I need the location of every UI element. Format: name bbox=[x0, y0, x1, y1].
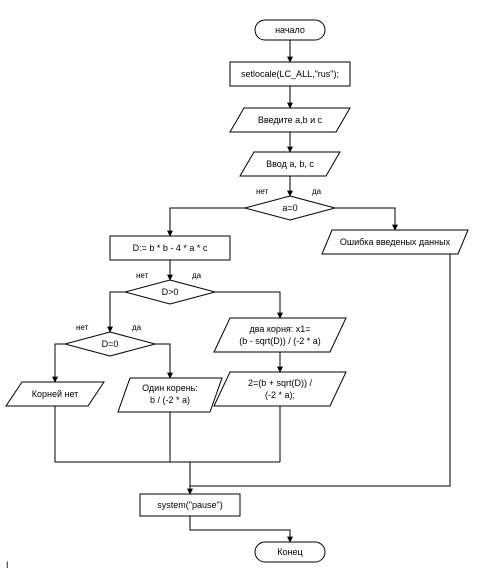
tworoots-l2: (b - sqrt(D)) / (-2 * a) bbox=[239, 336, 321, 346]
dec-a0-label: a=0 bbox=[282, 203, 297, 213]
edge-pause-end bbox=[190, 516, 290, 542]
node-tworoots: два корня: x1= (b - sqrt(D)) / (-2 * a) bbox=[214, 318, 346, 352]
setlocale-label: setlocale(LC_ALL,"rus"); bbox=[241, 69, 339, 79]
node-pause: system("pause") bbox=[140, 494, 240, 516]
dec-Dgt0-no: нет bbox=[136, 271, 149, 280]
node-calcD: D:= b * b - 4 * a * c bbox=[110, 236, 230, 260]
dec-a0-no: нет bbox=[256, 187, 269, 196]
edge-error-join bbox=[235, 254, 450, 486]
oneroot-l2: b / (-2 * a) bbox=[150, 395, 190, 405]
error-label: Ошибка введеных данных bbox=[340, 237, 451, 247]
edge-Deq0-no bbox=[55, 344, 65, 382]
node-setlocale: setlocale(LC_ALL,"rus"); bbox=[230, 62, 350, 86]
dec-Deq0-label: D=0 bbox=[102, 339, 119, 349]
edge-Dgt0-yes bbox=[215, 292, 280, 318]
node-dec-Dgt0: D>0 bbox=[125, 280, 215, 304]
node-noroots: Корней нет bbox=[6, 382, 104, 406]
calcD-label: D:= b * b - 4 * a * c bbox=[133, 243, 208, 253]
dec-Dgt0-label: D>0 bbox=[162, 287, 179, 297]
node-end: Конец bbox=[255, 542, 325, 562]
edge-Deq0-yes bbox=[155, 344, 170, 378]
edge-a0-yes bbox=[335, 208, 395, 230]
dec-Dgt0-yes: да bbox=[192, 271, 202, 280]
node-prompt: Введите a,b и c bbox=[230, 108, 350, 132]
edge-a0-no bbox=[170, 208, 245, 236]
node-oneroot: Один корень: b / (-2 * a) bbox=[118, 378, 222, 412]
node-dec-a0: a=0 bbox=[245, 196, 335, 220]
oneroot-l1: Один корень: bbox=[142, 383, 198, 393]
noroots-label: Корней нет bbox=[32, 389, 79, 399]
tworoots-l1: два корня: x1= bbox=[249, 324, 310, 334]
x2-l1: 2=(b + sqrt(D)) / bbox=[248, 378, 313, 388]
stray-mark: I bbox=[6, 560, 9, 570]
input-label: Ввод a, b, c bbox=[266, 159, 314, 169]
x2-l2: (-2 * a); bbox=[265, 390, 295, 400]
dec-a0-yes: да bbox=[312, 187, 322, 196]
pause-label: system("pause") bbox=[157, 500, 222, 510]
dec-Deq0-no: нет bbox=[76, 323, 89, 332]
node-dec-Deq0: D=0 bbox=[65, 332, 155, 356]
prompt-label: Введите a,b и c bbox=[258, 115, 323, 125]
end-label: Конец bbox=[277, 547, 302, 557]
node-error: Ошибка введеных данных bbox=[322, 230, 468, 254]
node-start: начало bbox=[255, 20, 325, 40]
node-x2: 2=(b + sqrt(D)) / (-2 * a); bbox=[214, 372, 346, 406]
dec-Deq0-yes: да bbox=[132, 323, 142, 332]
start-label: начало bbox=[275, 25, 305, 35]
edge-Dgt0-no bbox=[110, 292, 125, 332]
node-input: Ввод a, b, c bbox=[240, 152, 340, 176]
